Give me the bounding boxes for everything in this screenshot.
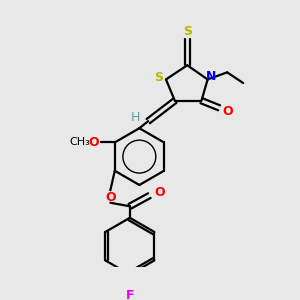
Text: O: O [155,187,165,200]
Text: F: F [126,290,134,300]
Text: N: N [206,70,216,83]
Text: CH₃: CH₃ [69,137,90,147]
Text: S: S [183,25,192,38]
Text: O: O [88,136,99,149]
Text: O: O [105,191,116,204]
Text: O: O [223,105,233,118]
Text: H: H [131,111,140,124]
Text: S: S [154,71,164,84]
